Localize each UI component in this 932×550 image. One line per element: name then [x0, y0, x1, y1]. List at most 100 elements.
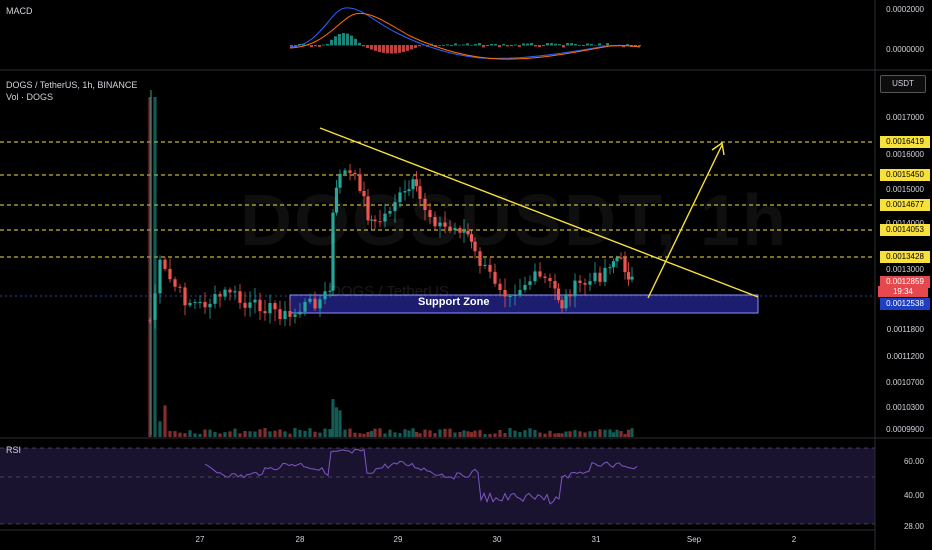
macd-histogram-bar — [578, 45, 581, 46]
candle-body — [248, 302, 252, 308]
macd-histogram-bar — [526, 43, 529, 46]
candle-body — [608, 267, 612, 269]
price-axis-tick: 0.0011800 — [886, 325, 924, 334]
macd-histogram-bar — [634, 45, 637, 47]
rsi-axis-tick: 40.00 — [903, 491, 924, 500]
candle-body — [163, 259, 167, 269]
rsi-line — [204, 448, 638, 505]
candle-body — [428, 210, 432, 218]
volume-bar — [513, 430, 517, 437]
volume-bar — [453, 432, 457, 437]
volume-bar — [348, 428, 352, 437]
candle-body — [630, 276, 634, 280]
volume-bar — [448, 428, 452, 437]
volume-bar — [273, 430, 277, 437]
candle-body — [383, 213, 387, 222]
volume-bar — [318, 432, 322, 437]
volume-bar — [228, 431, 232, 437]
macd-panel — [289, 7, 641, 60]
symbol-title[interactable]: DOGS / TetherUS, 1h, BINANCE — [6, 80, 138, 90]
macd-histogram-bar — [474, 43, 477, 46]
candle-body — [343, 170, 347, 174]
volume-bar — [543, 433, 547, 437]
macd-histogram-bar — [362, 45, 365, 47]
volume-bar — [343, 429, 347, 437]
candle-body — [228, 289, 232, 293]
macd-line — [289, 7, 641, 59]
macd-histogram-bar — [626, 44, 629, 46]
macd-histogram-bar — [458, 44, 461, 46]
candle-body — [348, 170, 352, 173]
support-marker-tag: 0.0012538 — [880, 298, 930, 310]
candle-body — [168, 268, 172, 280]
macd-histogram-bar — [562, 45, 565, 48]
volume-bar — [328, 429, 332, 437]
volume-bar — [188, 430, 192, 437]
candle-body — [303, 301, 307, 312]
candle-body — [388, 211, 392, 214]
candle-body — [208, 303, 212, 308]
macd-histogram-bar — [374, 45, 377, 51]
price-axis-tick: 0.0010300 — [886, 403, 924, 412]
volume-bar — [503, 432, 507, 437]
volume-bar — [508, 428, 512, 437]
macd-histogram-bar — [314, 45, 317, 47]
candle-body — [218, 294, 222, 297]
rsi-axis-tick: 60.00 — [903, 457, 924, 466]
volume-bar — [564, 431, 568, 437]
volume-bar — [168, 431, 172, 437]
macd-histogram-bar — [534, 45, 537, 47]
macd-histogram-bar — [450, 45, 453, 47]
candle-body — [373, 219, 377, 222]
macd-histogram-bar — [586, 43, 589, 46]
macd-axis-tick: 0.0002000 — [886, 5, 924, 14]
volume-bar — [238, 433, 242, 437]
volume-bar — [573, 429, 577, 437]
arrow-head — [711, 141, 725, 156]
volume-label[interactable]: Vol · DOGS — [6, 92, 54, 102]
candle-body — [298, 311, 302, 315]
macd-histogram-bar — [482, 45, 485, 48]
macd-histogram-bar — [330, 39, 333, 46]
volume-bar — [443, 428, 447, 437]
volume-bar — [478, 430, 482, 437]
volume-bar — [428, 430, 432, 437]
macd-histogram-bar — [322, 44, 325, 46]
volume-bar — [278, 429, 282, 437]
candle-body — [626, 272, 631, 280]
volume-bar — [493, 433, 497, 437]
volume-bar — [458, 431, 462, 437]
candle-body — [623, 257, 627, 273]
volume-bar — [393, 432, 397, 437]
candle-body — [393, 202, 397, 212]
macd-histogram-bar — [558, 44, 561, 46]
macd-histogram-bar — [462, 44, 465, 46]
candle-body — [462, 230, 466, 233]
volume-bar — [608, 429, 612, 437]
macd-histogram-bar — [494, 43, 497, 46]
volume-bar — [334, 407, 339, 437]
level-price-tag: 0.0013428 — [880, 251, 930, 263]
candle-body — [362, 190, 366, 197]
candle-body — [498, 283, 502, 291]
macd-histogram-bar — [546, 43, 549, 46]
candle-body — [453, 228, 457, 230]
macd-histogram-bar — [638, 45, 641, 47]
price-axis-tick: 0.0009900 — [886, 425, 924, 434]
volume-bar — [366, 431, 370, 437]
macd-histogram-bar — [442, 45, 445, 46]
currency-selector[interactable]: USDT — [880, 75, 926, 93]
volume-bar — [433, 433, 437, 437]
candle-body — [313, 298, 317, 309]
macd-label[interactable]: MACD — [6, 6, 33, 16]
rsi-label[interactable]: RSI — [6, 445, 22, 455]
volume-bar — [568, 431, 572, 437]
level-price-tag: 0.0014053 — [880, 224, 930, 236]
candle-body — [378, 221, 382, 223]
price-axis-tick: 0.0016000 — [886, 150, 924, 159]
volume-bar — [528, 428, 532, 437]
candle-body — [588, 281, 592, 285]
macd-histogram-bar — [310, 45, 313, 48]
volume-bar — [183, 433, 187, 437]
